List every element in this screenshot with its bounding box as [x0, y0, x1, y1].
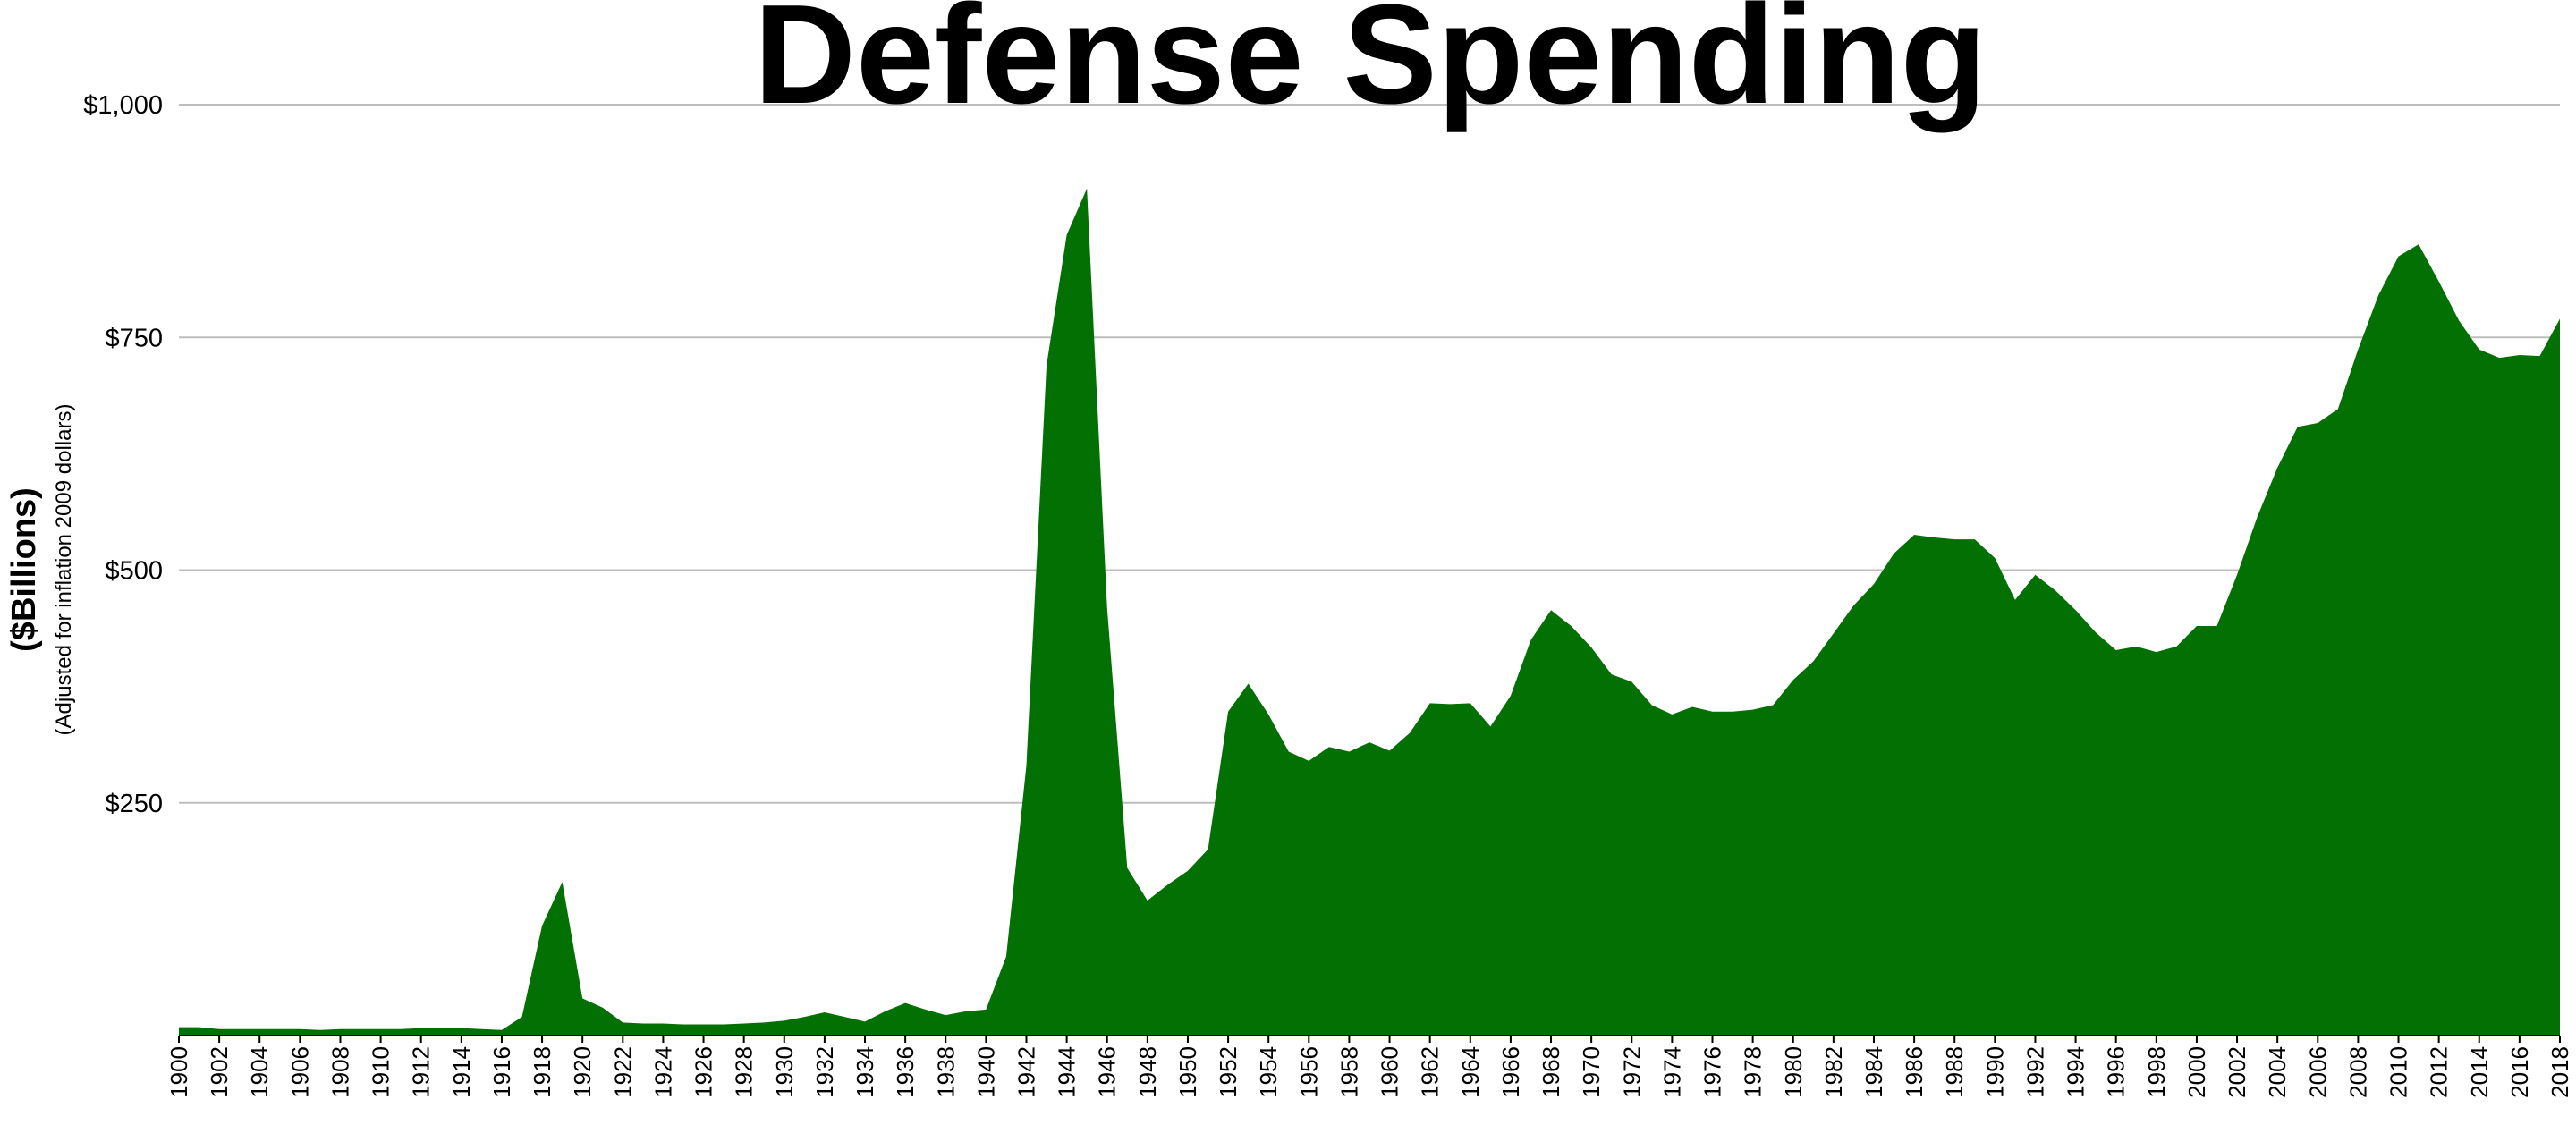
x-tick-label: 1922: [609, 1046, 636, 1098]
x-tick-label: 1958: [1335, 1046, 1362, 1098]
x-tick-label: 1950: [1174, 1046, 1201, 1098]
x-tick-label: 2002: [2224, 1046, 2250, 1098]
x-tick-label: 1932: [811, 1046, 838, 1098]
y-tick-label: $250: [105, 790, 163, 818]
x-tick-label: 1998: [2143, 1046, 2170, 1098]
x-tick-label: 1970: [1578, 1046, 1605, 1098]
x-tick-label: 1930: [771, 1046, 798, 1098]
x-tick-label: 1972: [1618, 1046, 1645, 1098]
x-tick-label: 1942: [1013, 1046, 1039, 1098]
x-tick-label: 1918: [529, 1046, 555, 1098]
x-tick-label: 1926: [691, 1046, 717, 1098]
x-tick-label: 1966: [1497, 1046, 1524, 1098]
y-tick-label: $1,000: [83, 91, 163, 120]
y-axis-sublabel: (Adjusted for inflation 2009 dollars): [52, 404, 76, 736]
x-tick-label: 1938: [932, 1046, 959, 1098]
x-tick-label: 1948: [1134, 1046, 1161, 1098]
x-tick-label: 1940: [972, 1046, 999, 1098]
x-tick-label: 1976: [1699, 1046, 1726, 1098]
x-tick-label: 1912: [408, 1046, 435, 1098]
x-tick-label: 1996: [2103, 1046, 2130, 1098]
x-tick-label: 2014: [2466, 1046, 2493, 1098]
x-tick-label: 1906: [286, 1046, 313, 1098]
x-tick-label: 2008: [2344, 1046, 2371, 1098]
area-series: [179, 188, 2560, 1036]
x-tick-label: 2000: [2183, 1046, 2210, 1098]
x-tick-label: 2012: [2426, 1046, 2453, 1098]
x-tick-label: 1936: [892, 1046, 919, 1098]
y-axis-label: ($Billions): [5, 487, 43, 652]
x-tick-label: 1982: [1820, 1046, 1847, 1098]
x-tick-label: 1988: [1941, 1046, 1968, 1098]
x-tick-label: 1900: [165, 1046, 192, 1098]
x-tick-label: 1924: [649, 1046, 676, 1098]
x-tick-label: 2018: [2546, 1046, 2573, 1098]
x-tick-label: 2004: [2264, 1046, 2291, 1098]
x-tick-label: 1960: [1377, 1046, 1403, 1098]
x-tick-label: 1934: [852, 1046, 878, 1098]
x-tick-label: 1946: [1094, 1046, 1121, 1098]
x-tick-label: 2006: [2304, 1046, 2331, 1098]
axes: [178, 1035, 2561, 1043]
x-tick-label: 2016: [2506, 1046, 2533, 1098]
x-tick-label: 1980: [1780, 1046, 1807, 1098]
x-tick-label: 1914: [448, 1046, 475, 1098]
x-tick-label: 2010: [2385, 1046, 2412, 1098]
x-tick-label: 1994: [2063, 1046, 2089, 1098]
defense-spending-area: [179, 188, 2560, 1036]
y-tick-label: $500: [105, 557, 163, 586]
x-tick-label: 1916: [488, 1046, 515, 1098]
y-tick-labels: $250 $500 $750 $1,000: [83, 91, 163, 818]
x-tick-label: 1954: [1255, 1046, 1282, 1098]
y-tick-label: $750: [105, 324, 163, 352]
x-tick-label: 1904: [246, 1046, 273, 1098]
x-tick-label: 1984: [1860, 1046, 1887, 1098]
x-tick-label: 1928: [731, 1046, 758, 1098]
x-tick-label: 1944: [1054, 1046, 1080, 1098]
x-tick-label: 1974: [1658, 1046, 1685, 1098]
x-tick-label: 1964: [1457, 1046, 1484, 1098]
x-tick-label: 1992: [2021, 1046, 2048, 1098]
x-tick-label: 1952: [1215, 1046, 1241, 1098]
x-tick-label: 1956: [1295, 1046, 1322, 1098]
x-tick-label: 1902: [206, 1046, 233, 1098]
chart-title: Defense Spending: [754, 0, 1987, 133]
x-tick-label: 1978: [1740, 1046, 1767, 1098]
x-tick-label: 1990: [1981, 1046, 2008, 1098]
x-tick-label: 1962: [1417, 1046, 1444, 1098]
x-tick-label: 1910: [368, 1046, 394, 1098]
x-tick-label: 1986: [1901, 1046, 1928, 1098]
x-tick-label: 1968: [1538, 1046, 1564, 1098]
x-tick-label: 1908: [326, 1046, 353, 1098]
x-tick-labels: 1900 1902 1904 1906 1908 1910 1912 1914 1916 1918…: [165, 1046, 2573, 1098]
x-tick-label: 1920: [569, 1046, 596, 1098]
